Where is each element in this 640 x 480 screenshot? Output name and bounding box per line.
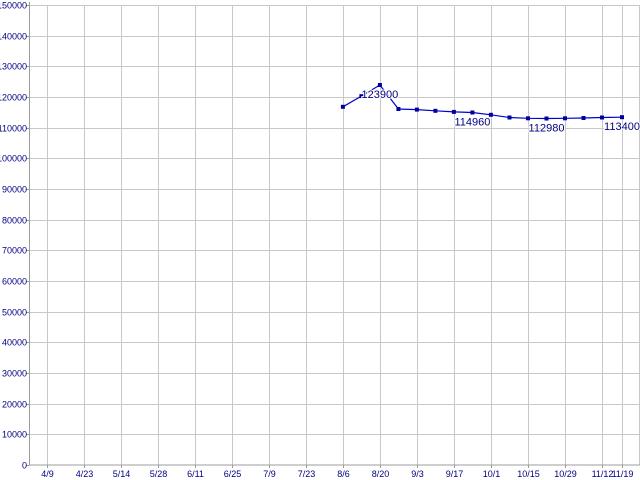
y-axis-tick-label: 140000 — [0, 32, 27, 42]
x-axis-tick-label: 10/15 — [517, 469, 540, 479]
y-axis-tick-label: 50000 — [2, 308, 27, 318]
data-point-marker — [359, 94, 364, 99]
y-axis-tick-label: 70000 — [2, 246, 27, 256]
x-axis-tick-label: 10/29 — [554, 469, 577, 479]
x-axis-tick-label: 9/17 — [446, 469, 464, 479]
x-axis-tick-label: 11/19 — [612, 469, 634, 479]
y-axis-tick-label: 40000 — [2, 338, 27, 348]
y-axis-tick-label: 110000 — [0, 124, 27, 134]
x-axis-tick-label: 5/14 — [113, 469, 131, 479]
data-point-marker — [507, 115, 512, 120]
data-point-marker — [600, 115, 604, 120]
x-axis-tick-label: 5/28 — [150, 469, 168, 479]
x-axis-tick-label: 10/1 — [483, 469, 501, 479]
x-axis-tick-label: 8/6 — [337, 469, 350, 479]
data-point-marker — [340, 104, 345, 109]
x-axis-tick-label: 4/9 — [41, 469, 54, 479]
x-axis-tick-label: 6/25 — [224, 469, 242, 479]
x-axis-tick-label: 7/23 — [298, 469, 316, 479]
data-point-marker — [581, 116, 586, 120]
data-point-marker — [470, 110, 475, 115]
data-point-marker — [544, 116, 549, 121]
data-point-marker — [396, 107, 401, 111]
y-axis-tick-label: 130000 — [0, 62, 27, 72]
x-axis-tick-label: 7/9 — [263, 469, 276, 479]
y-axis-tick-label: 120000 — [0, 93, 27, 103]
data-point-marker — [488, 112, 493, 117]
data-point-marker — [414, 107, 419, 112]
y-axis-tick-label: 150000 — [0, 1, 27, 11]
data-point-marker — [433, 108, 438, 113]
x-axis-tick-label: 4/23 — [76, 469, 94, 479]
y-axis-tick-label: 90000 — [2, 185, 27, 195]
point-value-label: 123900 — [362, 89, 399, 101]
data-point-marker — [377, 83, 382, 87]
point-value-label: 113400 — [604, 121, 640, 133]
y-axis-tick-label: 10000 — [2, 430, 27, 440]
data-point-marker — [563, 116, 567, 121]
y-axis-tick-label: 80000 — [2, 216, 27, 226]
data-point-marker — [526, 116, 530, 121]
point-value-label: 114960 — [454, 117, 490, 129]
data-line — [342, 84, 623, 120]
data-point-marker — [620, 115, 624, 120]
x-axis-tick-label: 8/20 — [372, 469, 390, 479]
y-axis-tick-label: 60000 — [2, 277, 27, 287]
x-axis-tick-label: 6/11 — [187, 469, 204, 479]
y-axis-tick-label: 100000 — [0, 154, 27, 164]
y-axis-tick-label: 30000 — [2, 369, 27, 379]
y-axis-tick-label: 20000 — [2, 400, 27, 410]
data-point-marker — [451, 109, 456, 114]
x-axis-tick-label: 11/12 — [592, 469, 614, 479]
y-axis-tick-label: 0 — [22, 461, 27, 471]
x-axis-tick-label: 9/3 — [411, 469, 424, 479]
point-value-label: 112980 — [529, 123, 565, 135]
